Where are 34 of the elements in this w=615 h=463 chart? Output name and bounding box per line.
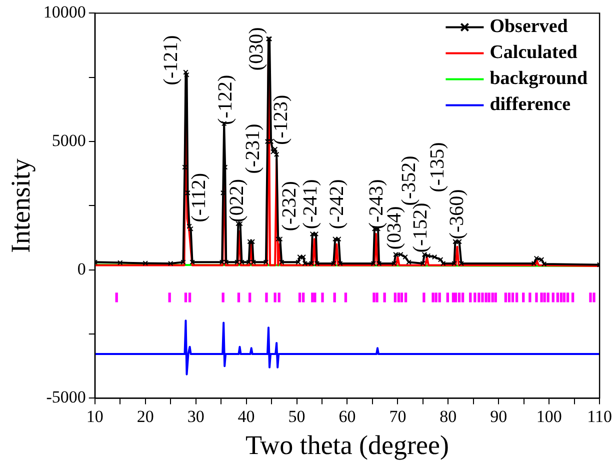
x-tick-label: 50 <box>288 406 306 426</box>
annotation: (-360) <box>446 189 468 240</box>
annotation: (-123) <box>270 94 292 145</box>
y-axis-title: Intensity <box>5 158 36 253</box>
x-tick-label: 30 <box>187 406 204 426</box>
x-tick-label: 60 <box>338 406 356 426</box>
annotation: (022) <box>226 178 248 222</box>
x-tick-label: 20 <box>136 406 154 426</box>
annotation: (-231) <box>242 124 264 174</box>
x-tick-label: 10 <box>86 406 104 426</box>
x-tick-label: 100 <box>536 406 562 426</box>
annotation: (-112) <box>188 173 210 222</box>
y-tick-label: 0 <box>77 259 86 278</box>
y-tick-label: 10000 <box>43 2 86 22</box>
legend-label: background <box>490 68 588 90</box>
x-tick-label: 70 <box>389 406 406 426</box>
annotation: (-242) <box>326 179 348 230</box>
annotation: (-241) <box>300 179 322 230</box>
x-tick-label: 40 <box>238 406 255 426</box>
legend-label: Observed <box>490 16 568 38</box>
x-tick-label: 80 <box>440 406 457 426</box>
annotation: (-121) <box>160 35 182 86</box>
legend-label: Calculated <box>490 42 578 64</box>
y-tick-label: -5000 <box>46 388 86 407</box>
annotation: (-135) <box>426 142 448 192</box>
y-tick-label: 5000 <box>52 131 86 150</box>
annotation: (-122) <box>214 74 236 125</box>
x-axis-title: Two theta (degree) <box>245 430 449 460</box>
annotation: (030) <box>246 27 268 71</box>
annotation: (-243) <box>365 179 388 230</box>
legend-label: difference <box>490 94 571 116</box>
x-tick-label: 110 <box>587 406 612 426</box>
annotation: (-232) <box>278 181 300 232</box>
x-tick-label: 90 <box>490 406 508 426</box>
